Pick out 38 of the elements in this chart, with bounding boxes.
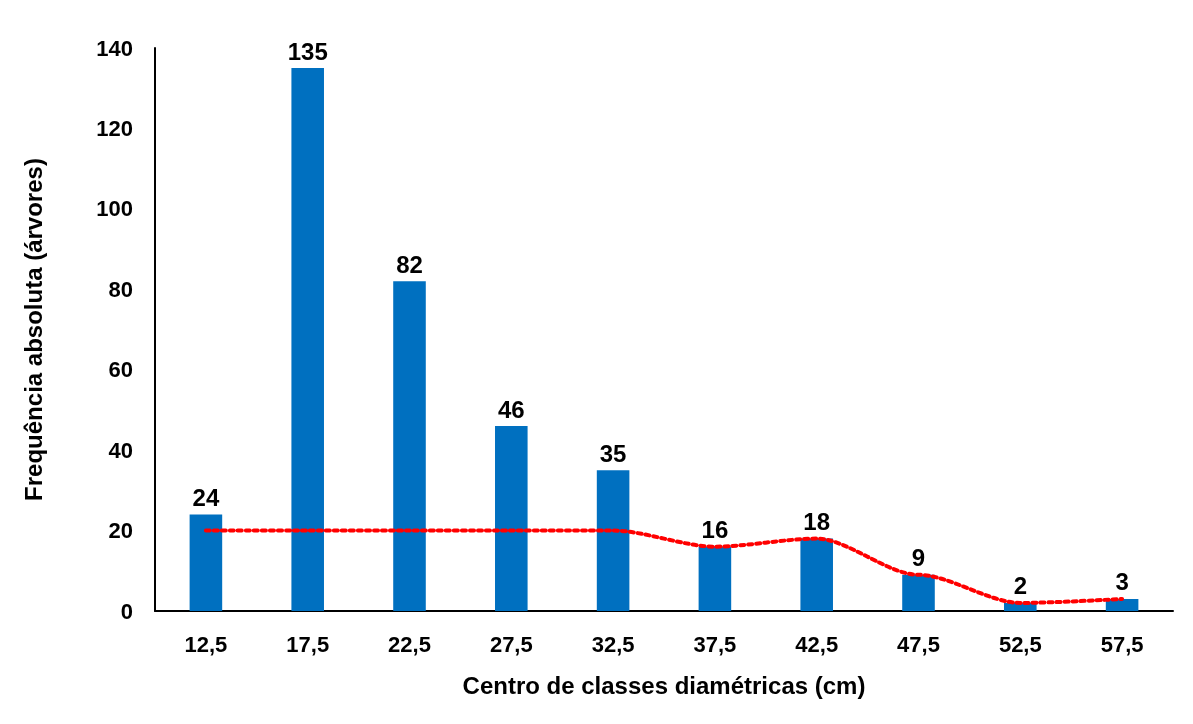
data-label: 82 — [396, 250, 423, 278]
y-tick-label: 20 — [108, 518, 133, 544]
data-label: 135 — [287, 37, 328, 65]
bar — [393, 281, 426, 611]
x-tick-label: 22,5 — [388, 631, 431, 657]
data-label: 46 — [497, 395, 525, 423]
bar — [800, 538, 833, 611]
data-label: 18 — [803, 508, 831, 536]
data-label: 35 — [599, 439, 627, 467]
data-label: 2 — [1013, 572, 1027, 600]
y-tick-label: 40 — [108, 437, 133, 463]
data-label: 3 — [1115, 568, 1129, 596]
y-tick-label: 60 — [108, 357, 133, 383]
bar — [902, 574, 935, 611]
y-tick-label: 0 — [120, 598, 133, 624]
x-tick-label: 27,5 — [489, 631, 533, 657]
x-tick-label: 32,5 — [591, 631, 635, 657]
y-tick-label: 80 — [108, 276, 133, 302]
bar — [189, 514, 223, 611]
x-tick-label: 52,5 — [998, 631, 1042, 657]
x-tick-label: 47,5 — [897, 631, 940, 657]
y-tick-label: 140 — [96, 35, 133, 61]
x-tick-label: 57,5 — [1100, 631, 1144, 657]
y-tick-label: 120 — [96, 115, 133, 141]
x-axis-title: Centro de classes diamétricas (cm) — [462, 671, 866, 699]
bar — [596, 470, 630, 611]
x-tick-label: 17,5 — [286, 631, 330, 657]
data-label: 16 — [701, 516, 729, 544]
data-label: 24 — [192, 483, 220, 511]
data-label: 9 — [911, 544, 926, 572]
bar — [291, 68, 324, 611]
y-tick-label: 100 — [96, 196, 133, 222]
x-tick-label: 12,5 — [184, 631, 228, 657]
bar — [495, 426, 528, 611]
y-axis-title: Frequência absoluta (árvores) — [19, 158, 47, 501]
x-tick-label: 42,5 — [795, 631, 839, 657]
x-tick-label: 37,5 — [693, 631, 737, 657]
bar — [698, 546, 732, 611]
